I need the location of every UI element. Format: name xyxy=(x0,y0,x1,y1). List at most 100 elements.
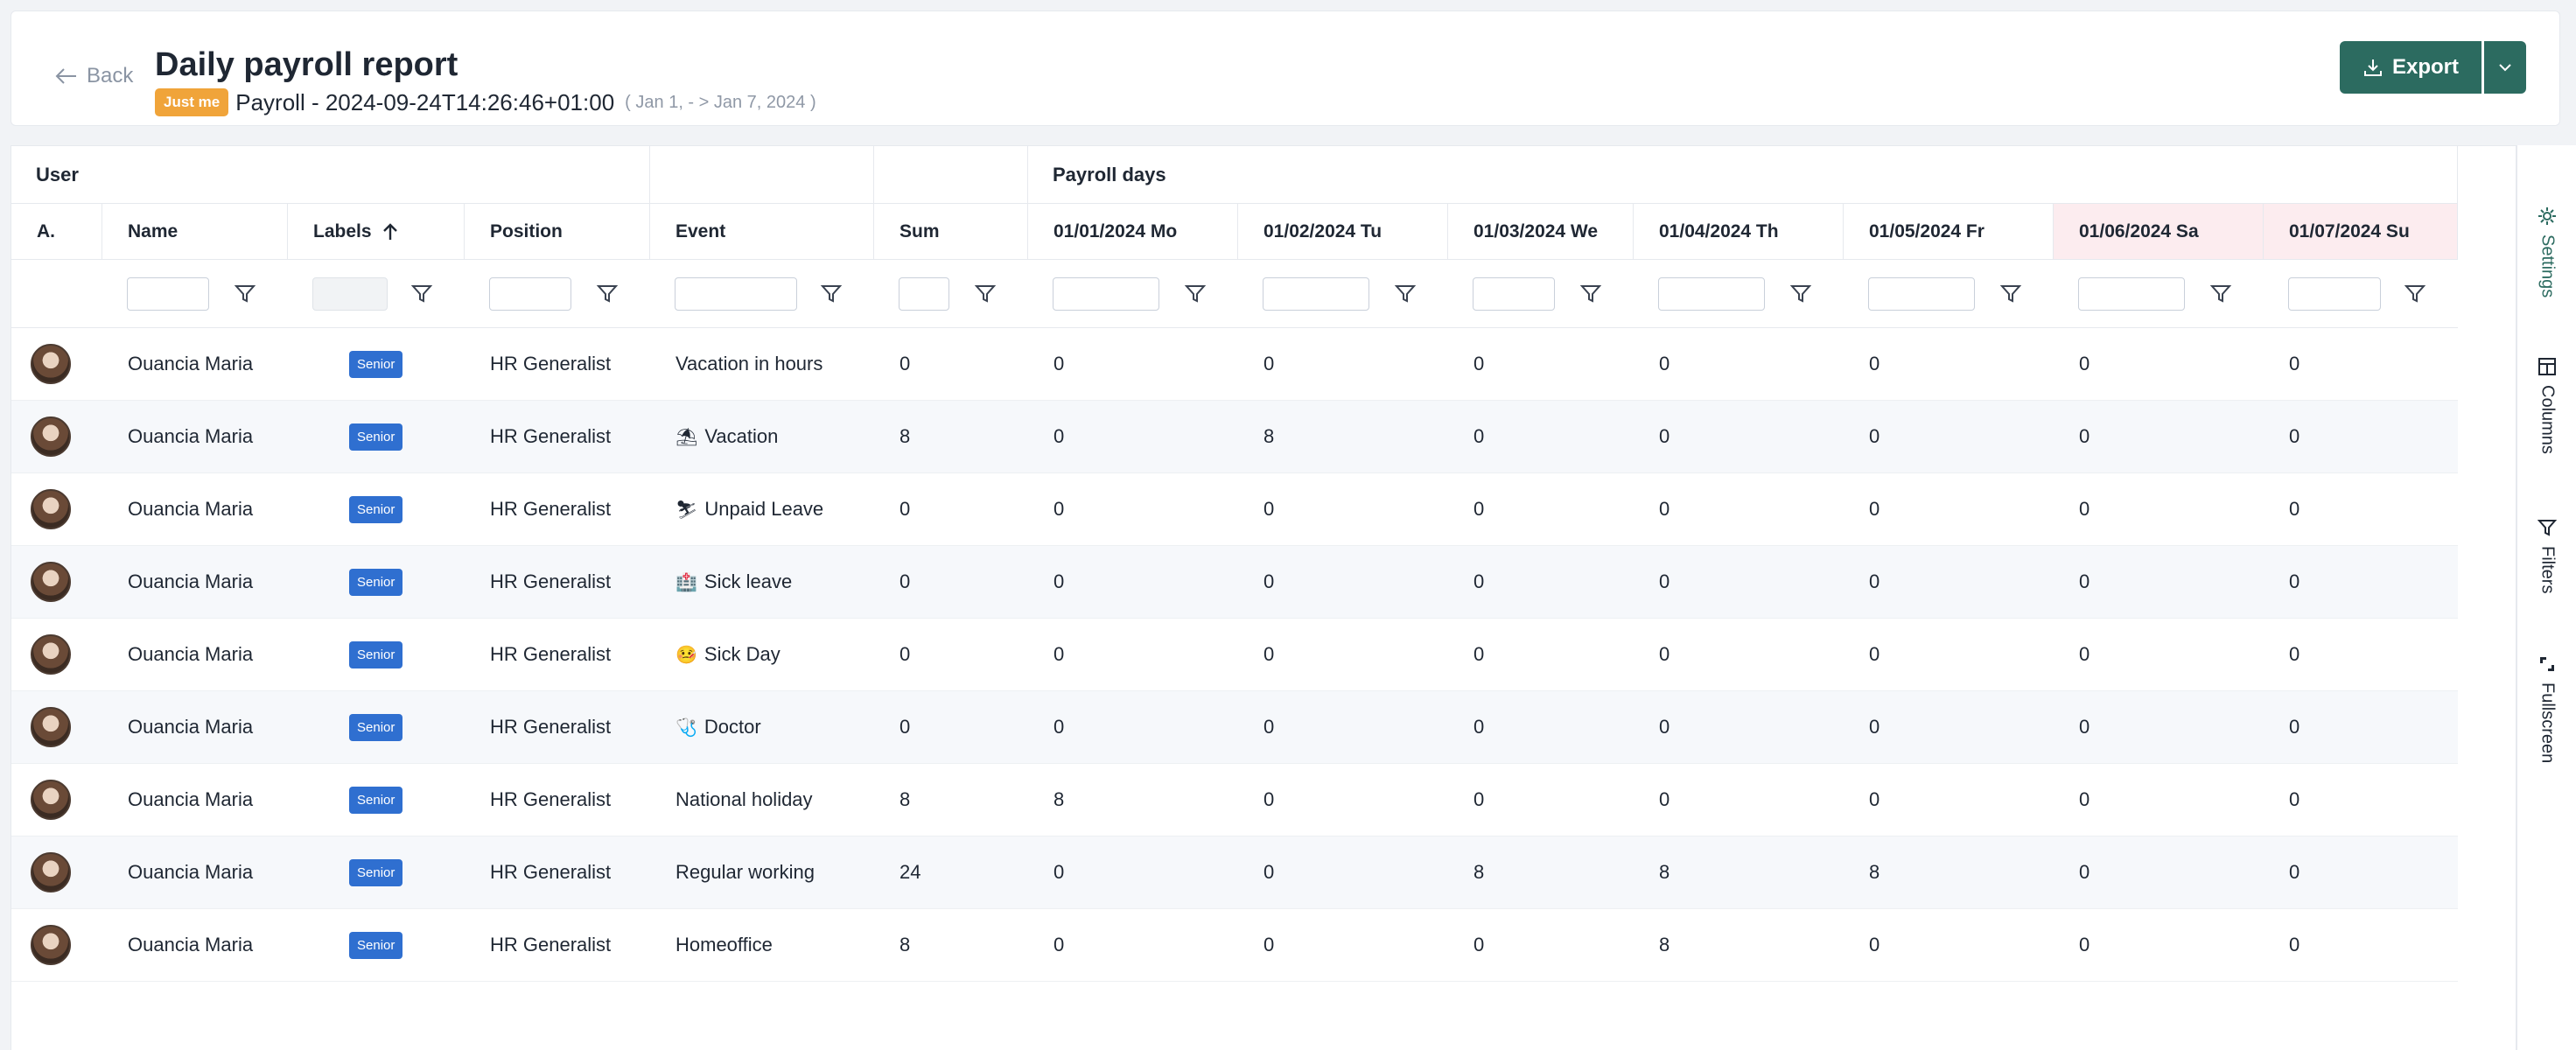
column-header-labels[interactable]: Labels xyxy=(288,204,465,259)
labels-cell: Senior xyxy=(288,764,465,836)
filter-cell-d2 xyxy=(1238,260,1448,327)
table-row[interactable]: Ouancia Maria Senior HR Generalist Homeoffi… xyxy=(11,909,2458,982)
sum-cell: 24 xyxy=(900,861,921,883)
filter-funnel-icon[interactable] xyxy=(1184,283,1207,305)
side-tab-settings[interactable]: Settings xyxy=(2526,206,2568,298)
filter-funnel-icon[interactable] xyxy=(234,283,256,305)
day-cell-d1: 0 xyxy=(1054,861,1065,883)
group-user: User xyxy=(11,146,650,203)
table-row[interactable]: Ouancia Maria Senior HR Generalist ⛱ Vacatio… xyxy=(11,401,2458,473)
filter-funnel-icon[interactable] xyxy=(1999,283,2022,305)
export-dropdown-button[interactable] xyxy=(2484,41,2526,94)
filter-funnel-icon[interactable] xyxy=(410,283,433,305)
filter-input-d6[interactable] xyxy=(2078,276,2185,311)
labels-cell: Senior xyxy=(288,691,465,763)
column-header-event[interactable]: Event xyxy=(650,204,874,259)
filter-funnel-icon[interactable] xyxy=(2209,283,2232,305)
column-header-sum[interactable]: Sum xyxy=(874,204,1028,259)
event-cell: 🤒 Sick Day xyxy=(650,619,874,690)
filter-input-d2[interactable] xyxy=(1263,276,1369,311)
day-cell-d2: 0 xyxy=(1264,716,1275,738)
filter-input-labels[interactable] xyxy=(312,276,388,311)
column-header-d5[interactable]: 01/05/2024 Fr xyxy=(1844,204,2054,259)
filter-funnel-icon[interactable] xyxy=(1579,283,1602,305)
day-cell-d5: 0 xyxy=(1869,716,1880,738)
column-header-avatar[interactable]: A. xyxy=(11,204,102,259)
side-tab-fullscreen[interactable]: Fullscreen xyxy=(2526,654,2568,763)
filter-funnel-icon[interactable] xyxy=(820,283,843,305)
filter-funnel-icon[interactable] xyxy=(1394,283,1417,305)
name-cell: Ouancia Maria xyxy=(128,570,254,592)
column-header-d2[interactable]: 01/02/2024 Tu xyxy=(1238,204,1448,259)
filter-row xyxy=(11,260,2458,328)
column-header-label: Labels xyxy=(313,220,372,242)
table-row[interactable]: Ouancia Maria Senior HR Generalist National… xyxy=(11,764,2458,836)
column-header-d3[interactable]: 01/03/2024 We xyxy=(1448,204,1634,259)
day-cell-d6: 0 xyxy=(2079,716,2090,738)
filter-input-event[interactable] xyxy=(675,276,797,311)
table-row[interactable]: Ouancia Maria Senior HR Generalist Regular … xyxy=(11,836,2458,909)
day-cell-d4: 0 xyxy=(1659,643,1670,665)
arrow-left-icon xyxy=(55,68,76,84)
avatar xyxy=(31,634,71,675)
filter-funnel-icon[interactable] xyxy=(974,283,997,305)
table-grid: User Payroll days A. Name Labels Position Ev… xyxy=(11,146,2458,982)
group-sum-spacer xyxy=(874,146,1028,203)
column-header-name[interactable]: Name xyxy=(102,204,288,259)
filter-cell-event xyxy=(650,260,874,327)
filter-input-d7[interactable] xyxy=(2288,276,2381,311)
filter-input-d1[interactable] xyxy=(1053,276,1159,311)
table-row[interactable]: Ouancia Maria Senior HR Generalist 🤒 Sick Da… xyxy=(11,619,2458,691)
column-header-d1[interactable]: 01/01/2024 Mo xyxy=(1028,204,1238,259)
position-cell: HR Generalist xyxy=(490,643,612,665)
day-cell-d6: 0 xyxy=(2079,425,2090,447)
filter-funnel-icon[interactable] xyxy=(1789,283,1812,305)
labels-cell: Senior xyxy=(288,546,465,618)
day-cell-d7: 0 xyxy=(2289,643,2300,665)
day-cell-d2: 0 xyxy=(1264,788,1275,810)
event-icon: 🤒 xyxy=(676,645,697,665)
sort-ascending-icon[interactable] xyxy=(381,222,400,242)
sum-cell: 0 xyxy=(900,498,911,520)
filter-input-d5[interactable] xyxy=(1868,276,1975,311)
report-name: Payroll - 2024-09-24T14:26:46+01:00 xyxy=(235,88,615,116)
filter-input-d4[interactable] xyxy=(1658,276,1765,311)
column-header-label: 01/02/2024 Tu xyxy=(1264,220,1382,242)
event-icon: 🏥 xyxy=(676,572,697,592)
side-tab-filters[interactable]: Filters xyxy=(2526,518,2568,593)
chevron-down-icon xyxy=(2499,64,2511,72)
filter-funnel-icon[interactable] xyxy=(596,283,619,305)
avatar-cell xyxy=(11,328,102,400)
column-header-position[interactable]: Position xyxy=(465,204,650,259)
day-cell-d1: 0 xyxy=(1054,716,1065,738)
group-payroll-days: Payroll days xyxy=(1028,146,2458,203)
filter-input-name[interactable] xyxy=(127,276,209,311)
back-button[interactable]: Back xyxy=(55,64,133,88)
table-body: Ouancia Maria Senior HR Generalist Vacation… xyxy=(11,328,2458,982)
filter-input-sum[interactable] xyxy=(899,276,949,311)
avatar xyxy=(31,344,71,384)
avatar xyxy=(31,489,71,529)
event-label: Doctor xyxy=(704,716,761,738)
column-header-label: 01/07/2024 Su xyxy=(2289,220,2410,242)
column-header-d4[interactable]: 01/04/2024 Th xyxy=(1634,204,1844,259)
event-cell: 🩺 Doctor xyxy=(650,691,874,763)
just-me-badge: Just me xyxy=(155,88,229,116)
table-row[interactable]: Ouancia Maria Senior HR Generalist 🩺 Doctor 0… xyxy=(11,691,2458,764)
day-cell-d2: 0 xyxy=(1264,498,1275,520)
table-row[interactable]: Ouancia Maria Senior HR Generalist 🏥 Sick le… xyxy=(11,546,2458,619)
export-button[interactable]: Export xyxy=(2340,41,2482,94)
filter-input-position[interactable] xyxy=(489,276,571,311)
columns-icon xyxy=(2538,358,2556,375)
day-cell-d1: 0 xyxy=(1054,498,1065,520)
table-row[interactable]: Ouancia Maria Senior HR Generalist ⛷ Unpaid … xyxy=(11,473,2458,546)
day-cell-d1: 0 xyxy=(1054,934,1065,956)
column-header-d6[interactable]: 01/06/2024 Sa xyxy=(2054,204,2264,259)
filter-input-d3[interactable] xyxy=(1473,276,1555,311)
column-header-d7[interactable]: 01/07/2024 Su xyxy=(2264,204,2458,259)
side-tab-columns[interactable]: Columns xyxy=(2526,357,2568,454)
filter-funnel-icon[interactable] xyxy=(2404,283,2426,305)
avatar-cell xyxy=(11,691,102,763)
table-row[interactable]: Ouancia Maria Senior HR Generalist Vacation… xyxy=(11,328,2458,401)
day-cell-d1: 0 xyxy=(1054,643,1065,665)
